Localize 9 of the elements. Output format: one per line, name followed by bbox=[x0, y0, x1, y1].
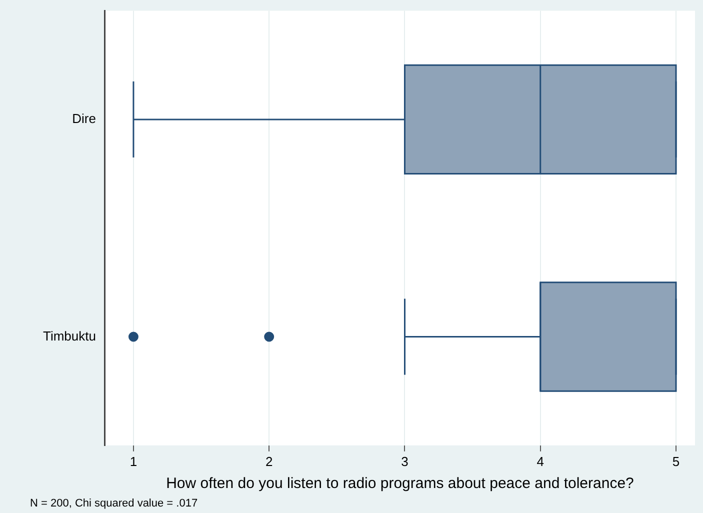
x-axis-title: How often do you listen to radio programs about peace and tolerance? bbox=[166, 475, 634, 492]
x-tick-label: 2 bbox=[265, 454, 273, 469]
y-tick-label: Timbuktu bbox=[42, 328, 96, 344]
x-tick-label: 3 bbox=[401, 454, 408, 469]
x-tick-label: 5 bbox=[672, 454, 680, 469]
x-tick-label: 4 bbox=[536, 454, 544, 469]
text: N = 200, Chi squared value = .017 bbox=[30, 498, 198, 510]
x-tick-label: 1 bbox=[130, 454, 138, 469]
y-tick-label: Dire bbox=[72, 111, 96, 126]
